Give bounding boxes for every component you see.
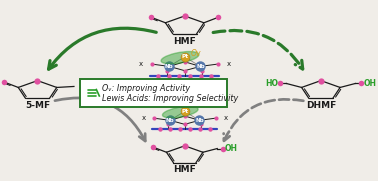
Text: Pt: Pt <box>181 54 188 59</box>
Ellipse shape <box>161 52 199 64</box>
FancyArrowPatch shape <box>213 30 303 69</box>
Text: Nb: Nb <box>196 64 204 69</box>
Text: Lewis Acids: Improving Selectivity: Lewis Acids: Improving Selectivity <box>102 94 238 103</box>
FancyArrowPatch shape <box>224 99 304 141</box>
Text: Nb: Nb <box>166 118 174 123</box>
Text: x: x <box>226 61 231 67</box>
Text: x: x <box>224 115 228 121</box>
Text: OH: OH <box>225 144 238 153</box>
Text: DHMF: DHMF <box>306 101 336 110</box>
Text: Oᵥ: Improving Activity: Oᵥ: Improving Activity <box>102 84 190 92</box>
Text: Nb: Nb <box>195 118 204 123</box>
Text: HMF: HMF <box>174 165 196 174</box>
FancyBboxPatch shape <box>80 79 227 107</box>
Text: x: x <box>141 115 146 121</box>
Text: Ov: Ov <box>191 49 201 58</box>
Text: HMF: HMF <box>174 37 196 46</box>
FancyArrowPatch shape <box>55 98 145 141</box>
Text: x: x <box>139 61 143 67</box>
Text: Pt: Pt <box>181 109 188 114</box>
Ellipse shape <box>163 106 198 118</box>
Text: OH: OH <box>363 79 376 88</box>
FancyArrowPatch shape <box>49 28 156 69</box>
Text: 5-MF: 5-MF <box>25 101 50 110</box>
Text: HO: HO <box>265 79 279 88</box>
Text: Nb: Nb <box>165 64 174 69</box>
